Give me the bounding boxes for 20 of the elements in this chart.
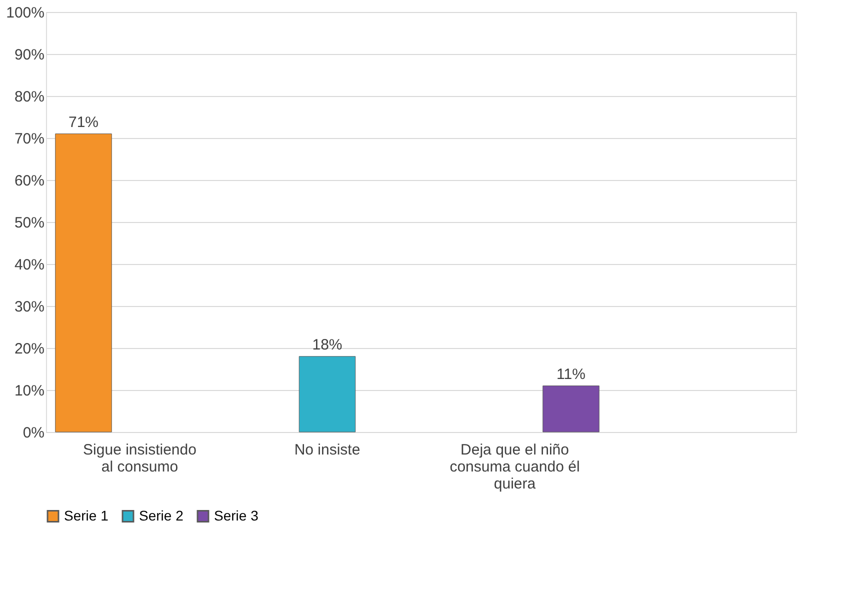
legend-label: Serie 2 xyxy=(139,507,184,524)
y-tick-label: 100% xyxy=(6,4,44,22)
y-tick-label: 90% xyxy=(14,46,44,64)
x-tick-label: Deja que el niño consuma cuando él quiera xyxy=(450,442,580,492)
y-tick-label: 50% xyxy=(14,214,44,232)
y-tick-label: 30% xyxy=(14,298,44,316)
legend-label: Serie 1 xyxy=(64,507,109,524)
y-tick-label: 80% xyxy=(14,88,44,106)
x-tick-label: No insiste xyxy=(294,442,360,458)
y-tick-label: 20% xyxy=(14,340,44,358)
y-tick-label: 0% xyxy=(22,424,44,442)
x-tick-label: Sigue insistiendo al consumo xyxy=(83,442,196,476)
y-tick-label: 10% xyxy=(14,382,44,400)
y-tick-label: 60% xyxy=(14,172,44,190)
data-label: 11% xyxy=(556,366,586,383)
data-label: 18% xyxy=(312,336,342,354)
legend-label: Serie 3 xyxy=(214,507,259,524)
data-label: 71% xyxy=(68,114,99,131)
y-tick-label: 70% xyxy=(14,130,44,148)
y-tick-label: 40% xyxy=(14,256,44,274)
